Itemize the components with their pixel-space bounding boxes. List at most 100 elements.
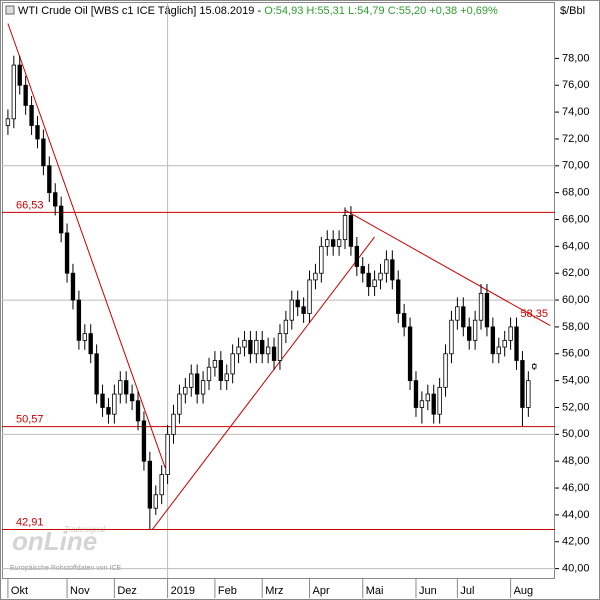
x-tick-label: 2019: [171, 585, 195, 597]
candle-body: [165, 433, 170, 476]
menu-icon[interactable]: [5, 5, 15, 15]
candle-body: [372, 279, 377, 288]
y-tick-label: 44,00: [562, 509, 590, 521]
y-tick-label: 46,00: [562, 482, 590, 494]
candle-body: [135, 400, 141, 422]
y-tick-label: 48,00: [562, 455, 590, 467]
x-tick-label: Mai: [366, 585, 384, 597]
quote: O:54,93 H:55,31 L:54,79 C:55,20 +0,38 +0…: [264, 5, 498, 17]
candle-body: [271, 346, 277, 361]
y-tick-label: 66,00: [562, 213, 590, 225]
candle-body: [183, 386, 188, 395]
level-label: 42,91: [16, 516, 44, 528]
plot-frame: [2, 2, 555, 579]
candle-body: [467, 326, 472, 341]
x-tick-label: Aug: [514, 585, 534, 597]
candle-body: [342, 215, 348, 241]
y-tick-label: 42,00: [562, 536, 590, 548]
x-tick-label: Jul: [460, 585, 474, 597]
candle-body: [443, 353, 448, 388]
y-tick-label: 72,00: [562, 133, 590, 145]
y-tick-label: 40,00: [562, 563, 590, 575]
candle-body: [212, 360, 218, 368]
candle-body: [425, 393, 430, 402]
x-tick-label: Okt: [11, 585, 28, 597]
candle-body: [265, 346, 271, 355]
candle-body: [47, 165, 52, 194]
candle-body: [106, 407, 111, 415]
candle-body: [189, 373, 194, 388]
candle-body: [94, 353, 99, 395]
candle-body: [218, 360, 223, 382]
candle-body: [171, 413, 176, 435]
x-tick-label: Feb: [218, 585, 237, 597]
candle-body: [17, 64, 22, 86]
candle-body: [478, 292, 484, 321]
candle-body: [401, 313, 407, 328]
candle-body: [331, 239, 336, 247]
candle-body: [82, 333, 87, 341]
candle-body: [295, 299, 300, 308]
candle-body: [413, 380, 419, 408]
candle-body: [5, 118, 11, 126]
y-tick-label: 54,00: [562, 375, 590, 387]
candle-body: [289, 299, 294, 321]
candle-body: [283, 319, 289, 335]
candle-body: [224, 373, 229, 382]
candle-body: [177, 393, 182, 415]
candle-body: [206, 366, 212, 382]
y-tick-label: 64,00: [562, 240, 590, 252]
candle-body: [455, 306, 460, 321]
candle-body: [254, 339, 259, 355]
candle-body: [319, 245, 324, 274]
candle-body: [526, 380, 531, 408]
x-tick-label: Apr: [313, 585, 330, 597]
candle-body: [378, 272, 383, 281]
candle-body: [64, 232, 70, 274]
candle-body: [502, 339, 507, 348]
candle-body: [313, 272, 318, 281]
y-tick-label: 78,00: [562, 52, 590, 64]
x-tick-label: Mrz: [265, 585, 283, 597]
candle-body: [153, 494, 158, 509]
title: WTI Crude Oil [WBS c1 ICE Täglich] 15.08…: [18, 5, 261, 17]
candle-body: [490, 326, 496, 355]
candle-body: [58, 205, 64, 234]
candle-body: [277, 333, 283, 361]
candle-body: [390, 259, 395, 281]
candle-body: [484, 292, 490, 328]
candle-body: [472, 319, 478, 341]
candle-body: [514, 326, 519, 361]
candle-body: [336, 239, 342, 247]
candle-body: [301, 306, 306, 314]
candle-body: [532, 364, 537, 369]
candle-body: [29, 104, 34, 126]
candle-body: [100, 393, 105, 408]
candle-body: [53, 192, 58, 207]
trend-label: 58,35: [520, 308, 548, 320]
y-tick-label: 74,00: [562, 106, 590, 118]
candle-body: [35, 125, 40, 140]
trendline: [344, 209, 551, 327]
x-tick-label: Nov: [70, 585, 90, 597]
candle-body: [461, 306, 466, 328]
unit: $/Bbl: [560, 5, 585, 17]
level-label: 50,57: [16, 414, 44, 426]
candle-body: [384, 259, 389, 274]
candle-body: [41, 138, 46, 167]
chart-title: WTI Crude Oil [WBS c1 ICE Täglich] 15.08…: [18, 5, 498, 17]
candle-body: [248, 339, 253, 355]
candle-body: [124, 380, 129, 395]
candle-body: [88, 333, 93, 355]
candle-body: [508, 326, 513, 341]
candle-body: [407, 326, 413, 382]
candle-body: [23, 84, 28, 106]
y-tick-label: 52,00: [562, 401, 590, 413]
watermark: onLine: [12, 526, 97, 556]
candle-body: [129, 393, 135, 402]
candle-body: [200, 380, 206, 395]
candle-body: [496, 346, 501, 355]
candle-body: [118, 380, 123, 395]
y-tick-label: 58,00: [562, 321, 590, 333]
